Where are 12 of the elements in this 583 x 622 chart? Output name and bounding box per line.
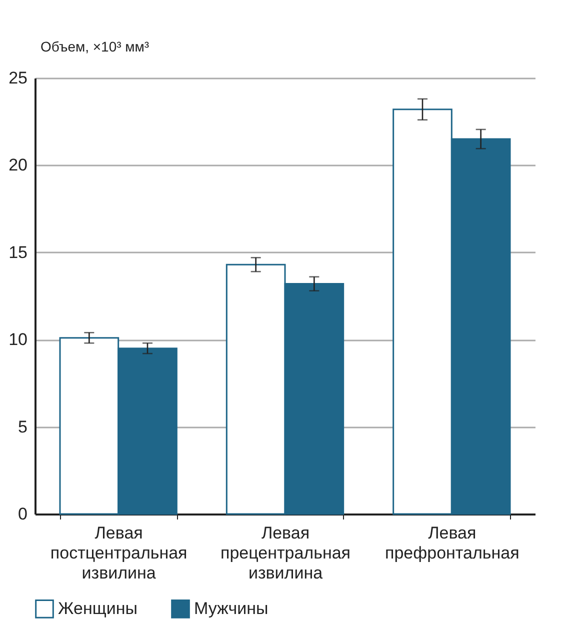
x-tick-label: Левая постцентральная извилина — [50, 524, 188, 582]
legend-label: Мужчины — [194, 598, 268, 618]
legend-label: Женщины — [58, 598, 138, 618]
y-tick-label: 10 — [8, 330, 28, 350]
y-tick-label: 15 — [8, 242, 28, 262]
y-tick-label: 25 — [8, 68, 28, 88]
x-tick-label: Левая префронтальная — [385, 524, 520, 562]
x-tick-label: Левая прецентральная извилина — [220, 524, 351, 582]
y-tick-label: 20 — [8, 156, 28, 175]
y-tick-label: 0 — [18, 504, 28, 524]
y-tick-label: 5 — [18, 417, 28, 436]
y-axis-title: Объем, ×10³ мм³ — [40, 38, 150, 54]
